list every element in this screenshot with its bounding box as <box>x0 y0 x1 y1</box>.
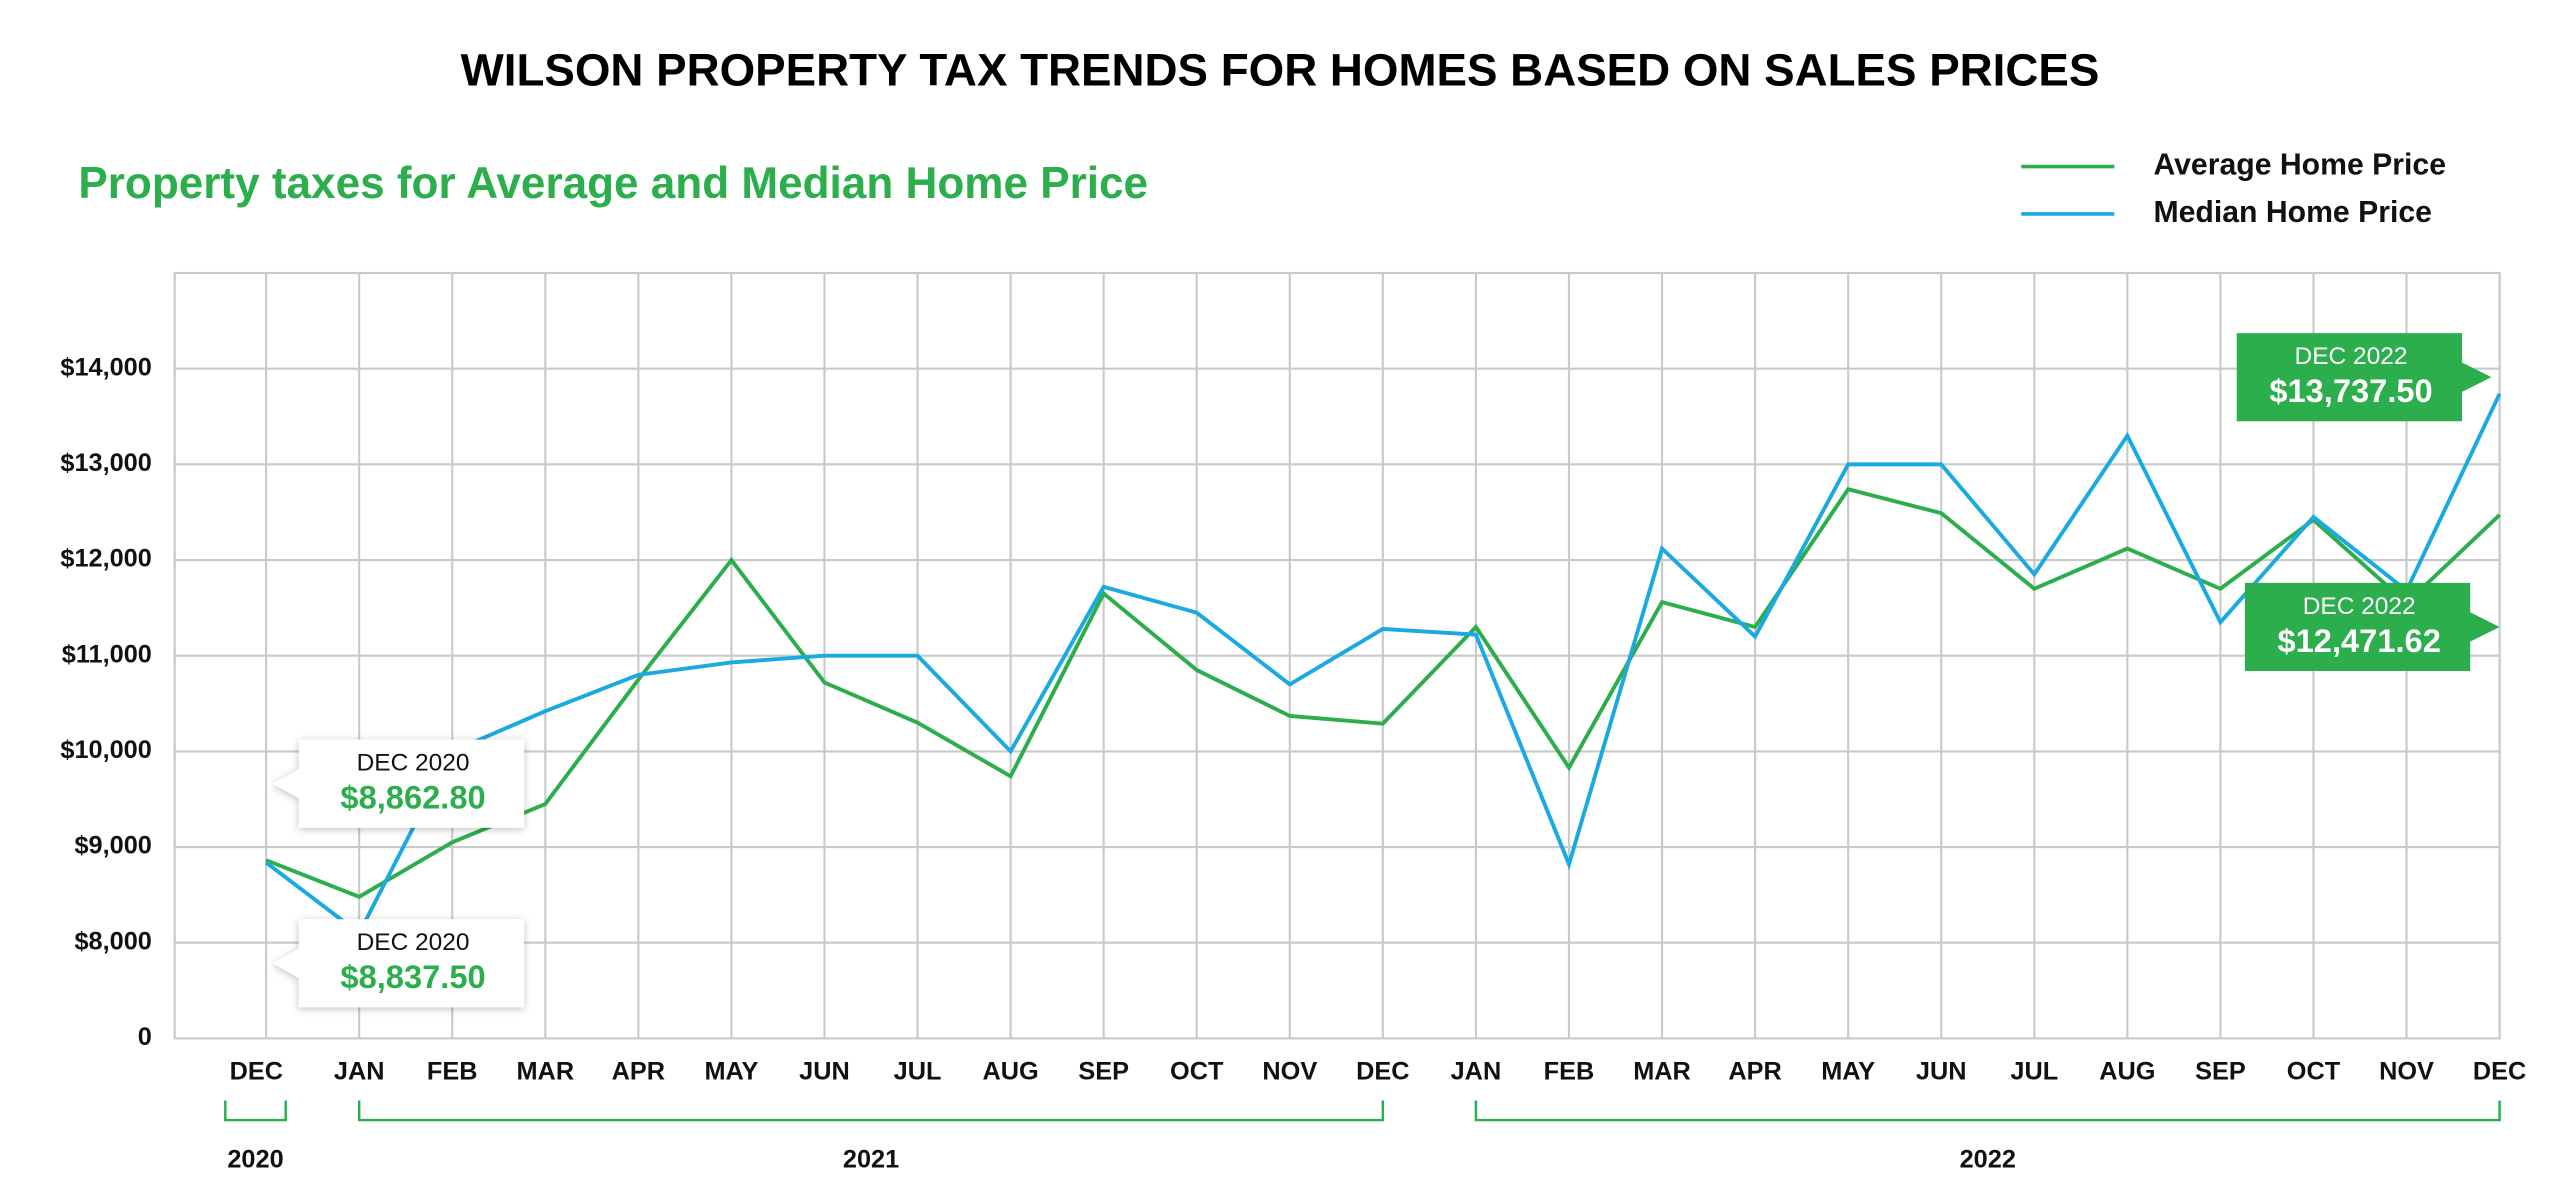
x-tick-label: DEC <box>2473 1057 2526 1085</box>
x-tick-label: OCT <box>1170 1057 1224 1085</box>
y-tick-label: $11,000 <box>62 640 152 668</box>
x-tick-label: SEP <box>1078 1057 1129 1085</box>
x-tick-label: JUL <box>2010 1057 2058 1085</box>
x-tick-label: JUN <box>799 1057 850 1085</box>
year-label: 2021 <box>843 1146 899 1174</box>
callout-title: DEC 2020 <box>357 929 470 956</box>
callout-title: DEC 2020 <box>357 750 470 777</box>
x-tick-label: APR <box>612 1057 665 1085</box>
chart-subtitle: Property taxes for Average and Median Ho… <box>78 159 1148 208</box>
legend-label: Average Home Price <box>2153 149 2446 182</box>
x-tick-label: SEP <box>2195 1057 2246 1085</box>
y-tick-label: $14,000 <box>60 353 151 381</box>
x-tick-label: JUL <box>894 1057 942 1085</box>
y-tick-label: $8,000 <box>74 927 151 955</box>
year-bracket <box>357 1100 1385 1122</box>
x-tick-label: JAN <box>1451 1057 1502 1085</box>
x-tick-label: MAY <box>704 1057 758 1085</box>
x-tick-label: MAY <box>1821 1057 1875 1085</box>
callout-box <box>272 919 525 1008</box>
callout-title: DEC 2022 <box>2303 593 2416 620</box>
chart-title: WILSON PROPERTY TAX TRENDS FOR HOMES BAS… <box>461 45 2100 96</box>
x-tick-label: AUG <box>983 1057 1039 1085</box>
x-tick-label: FEB <box>427 1057 478 1085</box>
x-tick-label: MAR <box>516 1057 574 1085</box>
y-tick-label: $12,000 <box>60 545 151 573</box>
x-tick-label: DEC <box>230 1057 283 1085</box>
value-label: $12,471.62 <box>2277 622 2440 659</box>
legend-label: Median Home Price <box>2153 196 2431 229</box>
x-tick-label: NOV <box>1262 1057 1317 1085</box>
callout-box <box>272 739 525 828</box>
callout-title: DEC 2022 <box>2295 343 2408 370</box>
y-axis-break-label: 0 <box>138 1023 152 1051</box>
x-tick-label: OCT <box>2287 1057 2341 1085</box>
y-tick-label: $10,000 <box>60 736 151 764</box>
callout: DEC 2020$8,837.50 <box>272 919 525 1008</box>
callout: DEC 2022$12,471.62 <box>2244 582 2500 672</box>
callout-box <box>2236 333 2492 422</box>
y-tick-label: $13,000 <box>60 449 151 477</box>
value-label: $13,737.50 <box>2269 372 2432 409</box>
callout: DEC 2020$8,862.80 <box>272 739 525 828</box>
callout: DEC 2022$13,737.50 <box>2236 333 2492 422</box>
data-line <box>265 487 2501 899</box>
x-tick-label: APR <box>1728 1057 1781 1085</box>
year-label: 2020 <box>227 1146 283 1174</box>
value-label: $8,837.50 <box>340 958 485 995</box>
x-tick-label: DEC <box>1356 1057 1409 1085</box>
x-tick-label: AUG <box>2099 1057 2155 1085</box>
x-tick-label: JAN <box>334 1057 385 1085</box>
year-label: 2022 <box>1960 1146 2016 1174</box>
x-tick-label: FEB <box>1544 1057 1595 1085</box>
y-tick-label: $9,000 <box>74 832 151 860</box>
year-bracket <box>1474 1100 2501 1122</box>
callout-box <box>2244 582 2500 672</box>
x-tick-label: NOV <box>2379 1057 2434 1085</box>
data-line <box>264 392 2502 937</box>
x-tick-label: MAR <box>1633 1057 1691 1085</box>
value-label: $8,862.80 <box>340 779 485 816</box>
year-bracket <box>224 1100 287 1122</box>
x-tick-label: JUN <box>1916 1057 1967 1085</box>
